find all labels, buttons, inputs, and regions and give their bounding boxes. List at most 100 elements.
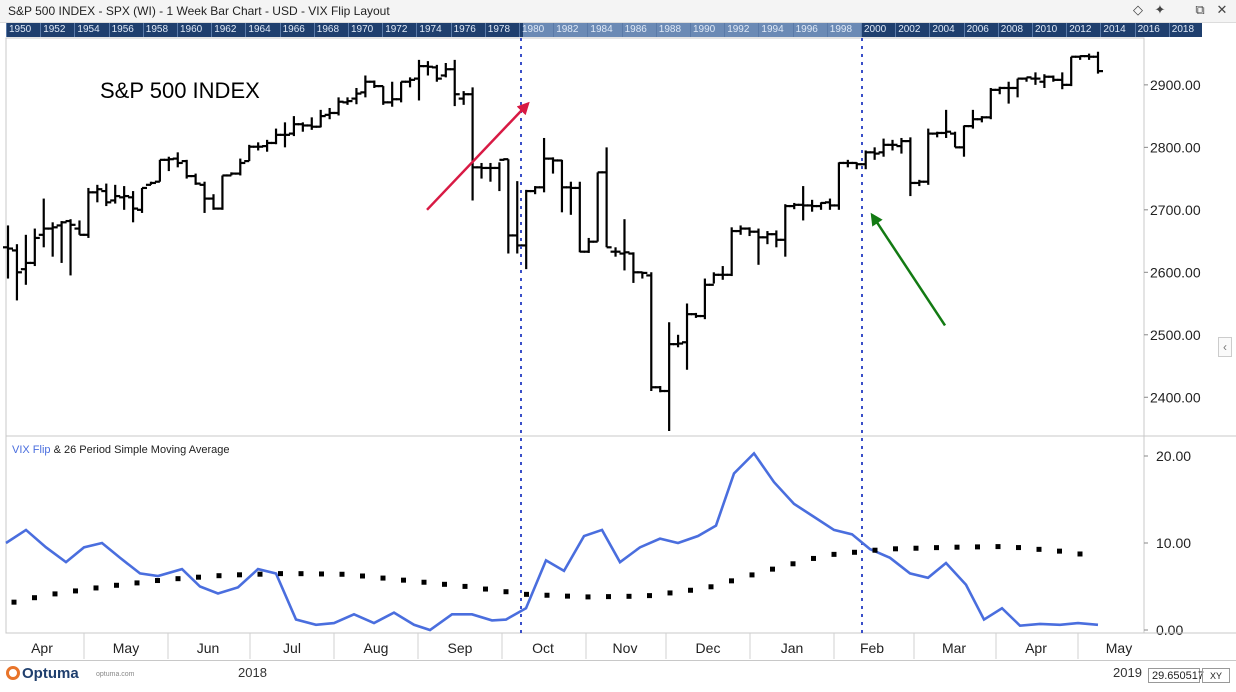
year-navigator-window[interactable] [523,23,861,37]
sma-dot [688,587,693,593]
sma-dot [155,578,160,584]
vix-tick-label: 10.00 [1156,535,1191,551]
year-cell[interactable]: 1982 [553,23,587,37]
year-cell[interactable]: 2016 [1134,23,1169,37]
sma-dot [1057,548,1062,554]
year-cell[interactable]: 1954 [74,23,108,37]
sma-dot [216,573,222,579]
restore-icon[interactable]: ⧉ [1195,2,1205,17]
year-cell[interactable]: 2010 [1032,23,1066,37]
sma-dot [134,580,140,586]
year-cell[interactable]: 2008 [997,23,1032,37]
sma-dot [503,589,509,595]
sma-dot [319,571,324,577]
sma-dot [831,551,837,557]
year-cell[interactable]: 1956 [108,23,143,37]
vix-flip-line [5,451,1099,632]
year-cell[interactable]: 1950 [6,23,40,37]
sma-dot [790,561,796,567]
year-cell[interactable]: 1994 [758,23,792,37]
sma-dot [749,572,755,578]
chevron-left-icon[interactable]: ‹ [1218,337,1232,357]
month-label: May [1106,640,1132,656]
green-arrow [870,212,947,327]
cursor-value-field[interactable]: 29.650517 [1148,668,1204,683]
sma-dot [483,586,488,592]
year-cell[interactable]: 1988 [655,23,690,37]
month-label: Jul [283,640,301,656]
year-cell[interactable]: 2014 [1100,23,1134,37]
year-cell[interactable]: 1952 [40,23,74,37]
xy-toggle-button[interactable]: XY [1202,668,1230,683]
sma-dot [1077,551,1083,557]
sma-dot [585,594,591,600]
price-tick-label: 2500.00 [1150,327,1201,343]
sma-dot [93,585,99,591]
year-cell[interactable]: 2006 [963,23,998,37]
sma-dot [1036,546,1042,552]
diamond-icon[interactable]: ◇ [1133,2,1143,17]
year-cell[interactable]: 1966 [279,23,314,37]
year-cell[interactable]: 1968 [313,23,348,37]
year-cell[interactable]: 1960 [177,23,211,37]
sma-dot [360,573,365,579]
sma-dot [667,590,673,596]
sma-dot [770,566,775,572]
footer-bar: Optuma optuma.com 2018 2019 29.650517 XY [0,660,1236,692]
sma-dot [934,545,939,551]
optuma-logo: Optuma [6,665,79,682]
year-cell[interactable]: 1962 [211,23,245,37]
year-cell[interactable]: 1964 [245,23,279,37]
year-cell[interactable]: 1990 [690,23,724,37]
sma-dot [442,581,447,587]
year-cell[interactable]: 1974 [416,23,450,37]
year-cell[interactable]: 1958 [142,23,177,37]
sma-dot [565,593,570,599]
sma-dot [257,571,263,577]
logo-url: optuma.com [96,671,135,678]
price-tick-label: 2400.00 [1150,389,1201,405]
sma-dot [872,547,878,553]
vix-tick-label: 20.00 [1156,448,1191,464]
logo-mark-icon [6,666,20,680]
price-tick-label: 2900.00 [1150,77,1201,93]
sma-dot [995,544,1001,550]
month-label: Feb [860,640,884,656]
chart-area[interactable]: 2900.00 2800.00 2700.00 2600.00 2500.00 2400.… [0,0,1236,660]
year-label-2018: 2018 [238,665,267,680]
year-cell[interactable]: 2012 [1066,23,1100,37]
year-cell[interactable]: 1980 [519,23,553,37]
month-label: Jan [781,640,804,656]
year-cell[interactable]: 1978 [484,23,519,37]
year-cell[interactable]: 1984 [587,23,621,37]
sma-dot [401,577,406,583]
year-cell[interactable]: 1976 [450,23,485,37]
month-label: Apr [31,640,53,656]
month-label: Nov [613,640,638,656]
year-cell[interactable]: 1992 [724,23,758,37]
year-cell[interactable]: 1986 [621,23,656,37]
year-cell[interactable]: 2002 [895,23,929,37]
sma-dot [32,595,37,601]
year-navigator-strip[interactable]: 1950 1952 1954 1956 1958 1960 1962 1964 1966 1968… [6,23,1202,37]
sma-dot [278,571,283,577]
year-cell[interactable]: 1972 [382,23,416,37]
sma-dot [729,578,734,584]
year-cell[interactable]: 2018 [1168,23,1202,37]
sma-dot [196,574,201,580]
month-label: Dec [696,640,721,656]
price-chart-title: S&P 500 INDEX [100,78,260,103]
month-label: Sep [448,640,473,656]
year-cell[interactable]: 2004 [929,23,963,37]
year-cell[interactable]: 1970 [348,23,382,37]
close-icon[interactable]: ✕ [1216,2,1228,17]
sma-dot [11,599,17,605]
sma-dot [73,588,78,594]
price-tick-label: 2600.00 [1150,264,1201,280]
year-cell[interactable]: 2000 [861,23,895,37]
window-title-bar: S&P 500 INDEX - SPX (WI) - 1 Week Bar Ch… [0,0,1236,23]
pin-icon[interactable]: ✦ [1154,2,1166,17]
sma-dot [544,592,550,598]
year-cell[interactable]: 1998 [826,23,861,37]
year-cell[interactable]: 1996 [792,23,827,37]
